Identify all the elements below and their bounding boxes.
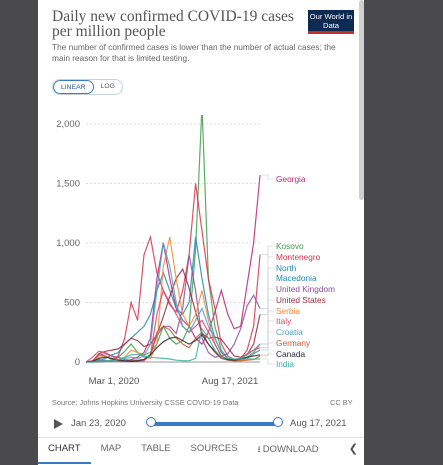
tab-map[interactable]: MAP (100, 443, 122, 454)
legend-label: Croatia (276, 327, 303, 337)
chart-card: Daily new confirmed COVID-19 cases per m… (38, 0, 364, 465)
x-tick-label: Aug 17, 2021 (202, 376, 259, 387)
legend-connector (260, 299, 274, 315)
tab-chart[interactable]: CHART (38, 438, 91, 464)
timeline-slider-track[interactable] (151, 422, 278, 426)
legend-label: Canada (276, 349, 305, 359)
series-line (85, 183, 261, 363)
x-tick-label: Mar 1, 2020 (89, 376, 140, 387)
y-tick-label: 2,000 (56, 119, 80, 130)
legend-connector (260, 320, 274, 348)
legend-connector (260, 358, 274, 365)
tab-sources[interactable]: SOURCES (190, 443, 238, 454)
legend-label: United States (276, 295, 326, 305)
play-icon[interactable] (54, 419, 63, 429)
chart-subtitle: The number of confirmed cases is lower t… (52, 42, 336, 63)
tab-download[interactable]: ⭳ DOWNLOAD (248, 438, 329, 462)
scale-toggle: LINEAR LOG (52, 79, 123, 95)
linear-scale-button[interactable]: LINEAR (53, 80, 94, 94)
legend-connector (260, 245, 274, 345)
legend-label: Georgia (276, 174, 306, 184)
share-icon[interactable]: ❮ (348, 443, 358, 455)
y-tick-label: 0 (75, 357, 80, 368)
line-chart: 0 500 1,000 1,500 2,000 Mar 1, 2020 Aug 17, 20… (56, 115, 335, 387)
series-line (85, 254, 261, 363)
license-link[interactable]: CC BY (330, 398, 353, 407)
log-scale-button[interactable]: LOG (100, 83, 115, 90)
legend-label: Montenegro (276, 252, 321, 262)
legend-connector (260, 267, 274, 351)
y-tick-label: 1,500 (56, 178, 80, 189)
legend-connector (260, 331, 274, 345)
legend-label: Germany (276, 338, 311, 348)
legend-connector (260, 174, 274, 180)
legend-connector (260, 254, 274, 258)
legend-label: Macedonia (276, 273, 317, 283)
chart-title: Daily new confirmed COVID-19 cases per m… (52, 8, 294, 40)
legend-connector (260, 342, 274, 357)
page-scrollbar[interactable] (359, 0, 364, 200)
legend-label: Serbia (276, 306, 300, 316)
legend-label: North (276, 263, 297, 273)
download-label: DOWNLOAD (262, 444, 319, 455)
timeline-end-label: Aug 17, 2021 (290, 418, 347, 429)
legend-label: Italy (276, 316, 292, 326)
legend-connector (260, 288, 274, 309)
legend-label: India (276, 359, 294, 369)
tab-bar: CHART MAP TABLE SOURCES ⭳ DOWNLOAD ❮ (38, 437, 364, 465)
series-line (85, 333, 261, 363)
legend-connector (260, 353, 274, 356)
source-note[interactable]: Source: Johns Hopkins University CSSE CO… (52, 398, 239, 407)
download-icon: ⭳ (257, 444, 261, 454)
legend-label: United Kingdom (276, 284, 335, 294)
timeline-start-handle[interactable] (146, 417, 156, 427)
y-tick-label: 1,000 (56, 238, 80, 249)
series-line (86, 327, 260, 363)
legend-label: Kosovo (276, 241, 304, 251)
legend-connector (260, 310, 274, 345)
series-line (85, 115, 261, 363)
timeline-end-handle[interactable] (273, 417, 283, 427)
timeline-start-label: Jan 23, 2020 (71, 418, 126, 429)
owid-logo[interactable]: Our World in Data (308, 10, 354, 34)
y-tick-label: 500 (64, 297, 80, 308)
tab-table[interactable]: TABLE (141, 443, 171, 454)
timeline: Jan 23, 2020 Aug 17, 2021 (38, 413, 364, 435)
